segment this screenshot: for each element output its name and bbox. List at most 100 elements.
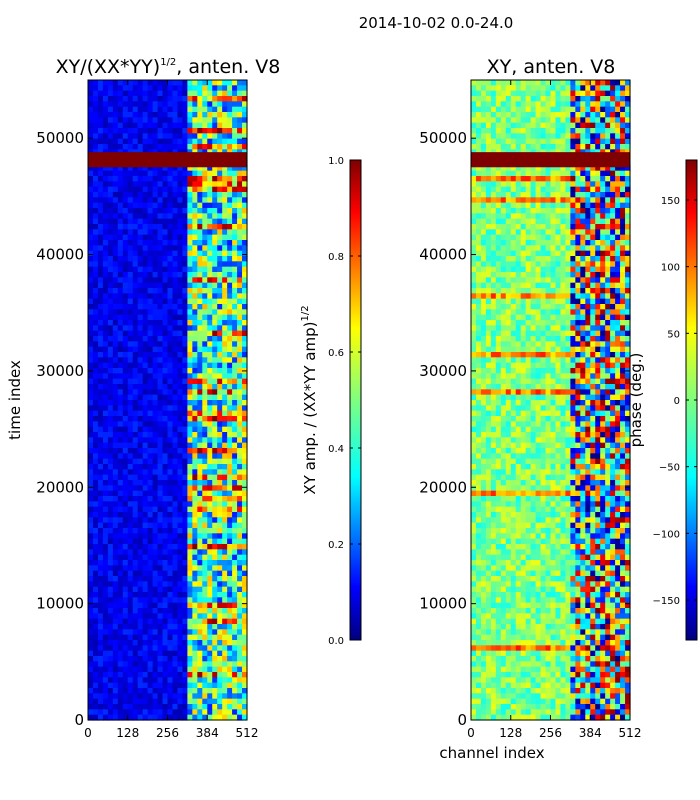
heatmap-cell (520, 213, 527, 220)
heatmap-cell (615, 229, 621, 236)
heatmap-cell (222, 666, 228, 673)
heatmap-cell (112, 133, 119, 140)
heatmap-cell (187, 288, 193, 294)
heatmap-cell (475, 245, 482, 252)
heatmap-cell (227, 437, 233, 444)
heatmap-cell (172, 373, 179, 380)
heatmap-cell (232, 506, 238, 513)
heatmap-cell (192, 698, 198, 705)
heatmap-cell (232, 538, 238, 545)
heatmap-cell (152, 165, 159, 172)
heatmap-cell (232, 245, 238, 252)
heatmap-cell (97, 480, 104, 486)
heatmap-cell (107, 320, 114, 326)
heatmap-cell (117, 586, 124, 593)
heatmap-cell (525, 197, 532, 204)
heatmap-cell (88, 362, 94, 369)
heatmap-cell (217, 688, 223, 694)
heatmap-cell (232, 165, 238, 172)
heatmap-cell (565, 192, 571, 198)
heatmap-cell (117, 688, 124, 694)
heatmap-cell (127, 122, 134, 129)
heatmap-cell (212, 202, 218, 209)
heatmap-cell (585, 218, 591, 225)
heatmap-cell (147, 410, 154, 417)
heatmap-cell (197, 528, 203, 534)
heatmap-cell (182, 704, 188, 710)
heatmap-cell (142, 538, 149, 545)
heatmap-cell (137, 101, 144, 108)
heatmap-cell (615, 106, 621, 113)
heatmap-cell (97, 506, 104, 513)
heatmap-cell (112, 666, 119, 673)
heatmap-cell (88, 90, 94, 97)
heatmap-cell (520, 234, 527, 241)
heatmap-cell (117, 448, 124, 454)
heatmap-cell (127, 474, 134, 481)
heatmap-cell (162, 485, 169, 492)
heatmap-cell (192, 501, 198, 508)
heatmap-cell (242, 250, 248, 257)
heatmap-cell (480, 170, 487, 177)
heatmap-cell (102, 442, 109, 449)
heatmap-cell (152, 661, 159, 668)
heatmap-cell (142, 698, 149, 705)
heatmap-cell (237, 634, 243, 641)
heatmap-cell (560, 165, 567, 172)
heatmap-cell (237, 293, 243, 300)
heatmap-cell (157, 682, 164, 689)
heatmap-cell (157, 309, 164, 316)
heatmap-cell (117, 181, 124, 188)
heatmap-cell (620, 144, 626, 150)
heatmap-cell (187, 485, 193, 492)
heatmap-cell (585, 170, 591, 177)
heatmap-cell (132, 277, 139, 284)
heatmap-cell (197, 229, 203, 236)
heatmap-cell (232, 602, 238, 609)
heatmap-cell (112, 282, 119, 289)
heatmap-cell (132, 496, 139, 502)
heatmap-cell (88, 576, 94, 582)
heatmap-cell (207, 586, 213, 593)
heatmap-cell (237, 288, 243, 294)
heatmap-cell (207, 330, 213, 337)
heatmap-cell (122, 266, 129, 273)
heatmap-cell (177, 416, 184, 422)
heatmap-cell (471, 245, 477, 252)
heatmap-cell (127, 202, 134, 209)
heatmap-cell (122, 277, 129, 284)
heatmap-cell (112, 442, 119, 449)
heatmap-cell (112, 117, 119, 124)
heatmap-cell (132, 426, 139, 433)
heatmap-cell (550, 90, 557, 97)
heatmap-cell (217, 698, 223, 705)
heatmap-cell (147, 304, 154, 310)
heatmap-cell (500, 245, 507, 252)
heatmap-cell (147, 213, 154, 220)
heatmap-cell (505, 144, 512, 150)
heatmap-cell (112, 682, 119, 689)
heatmap-cell (122, 698, 129, 705)
heatmap-cell (202, 565, 208, 572)
heatmap-cell (207, 234, 213, 241)
heatmap-cell (127, 368, 134, 374)
heatmap-cell (122, 565, 129, 572)
heatmap-cell (192, 378, 198, 385)
heatmap-cell (202, 437, 208, 444)
heatmap-cell (610, 101, 616, 108)
heatmap-cell (222, 314, 228, 321)
heatmap-cell (620, 192, 626, 198)
heatmap-cell (127, 666, 134, 673)
heatmap-cell (182, 256, 188, 262)
heatmap-cell (112, 96, 119, 102)
heatmap-cell (227, 256, 233, 262)
heatmap-cell (142, 192, 149, 198)
heatmap-cell (520, 197, 527, 204)
heatmap-cell (117, 528, 124, 534)
heatmap-cell (152, 432, 159, 438)
heatmap-cell (202, 256, 208, 262)
heatmap-cell (127, 437, 134, 444)
heatmap-cell (162, 176, 169, 182)
heatmap-cell (112, 698, 119, 705)
